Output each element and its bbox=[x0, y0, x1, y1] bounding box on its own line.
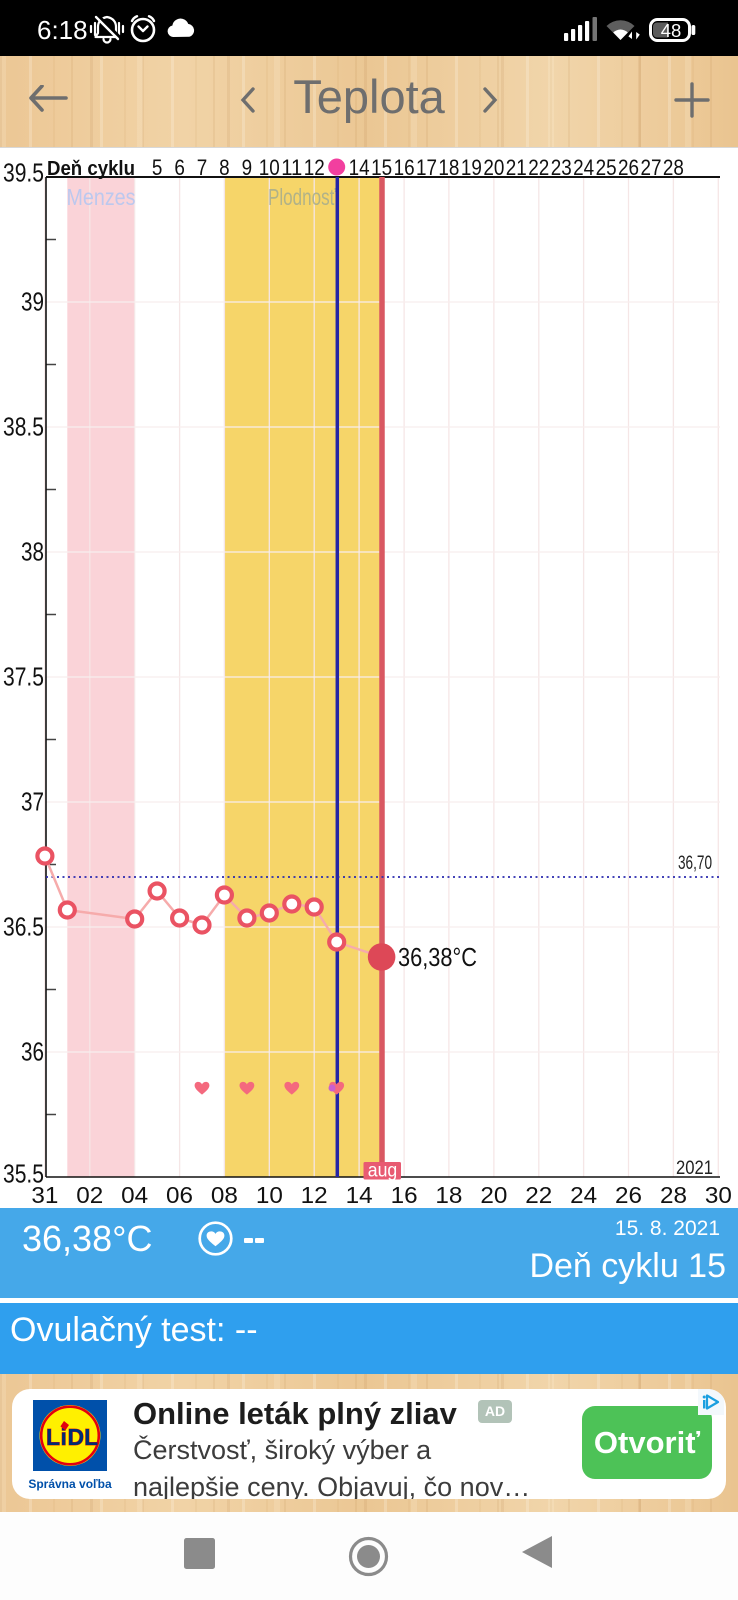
svg-text:23: 23 bbox=[551, 155, 572, 180]
svg-text:15: 15 bbox=[371, 155, 392, 180]
svg-text:20: 20 bbox=[483, 155, 504, 180]
svg-text:28: 28 bbox=[660, 1182, 687, 1208]
svg-text:7: 7 bbox=[197, 155, 208, 180]
svg-text:18: 18 bbox=[438, 155, 459, 180]
svg-text:28: 28 bbox=[663, 155, 684, 180]
svg-text:14: 14 bbox=[346, 1182, 373, 1208]
svg-text:20: 20 bbox=[480, 1182, 507, 1208]
svg-text:8: 8 bbox=[219, 155, 230, 180]
svg-text:30: 30 bbox=[705, 1182, 732, 1208]
svg-text:04: 04 bbox=[121, 1182, 148, 1208]
svg-text:35.5: 35.5 bbox=[3, 1159, 44, 1189]
svg-text:39: 39 bbox=[21, 287, 44, 317]
svg-text:31: 31 bbox=[31, 1182, 58, 1208]
svg-text:02: 02 bbox=[76, 1182, 103, 1208]
svg-text:2021: 2021 bbox=[676, 1157, 713, 1179]
svg-text:10: 10 bbox=[256, 1182, 283, 1208]
svg-text:06: 06 bbox=[166, 1182, 193, 1208]
svg-text:14: 14 bbox=[349, 155, 370, 180]
svg-text:48: 48 bbox=[661, 20, 682, 41]
svg-text:36.5: 36.5 bbox=[3, 912, 44, 942]
svg-text:11: 11 bbox=[281, 155, 302, 180]
svg-text:22: 22 bbox=[525, 1182, 552, 1208]
svg-text:25: 25 bbox=[596, 155, 617, 180]
svg-text:19: 19 bbox=[461, 155, 482, 180]
svg-text:17: 17 bbox=[416, 155, 437, 180]
svg-text:36: 36 bbox=[21, 1037, 44, 1067]
svg-text:Správna voľba: Správna voľba bbox=[28, 1477, 112, 1491]
svg-text:6: 6 bbox=[174, 155, 185, 180]
svg-text:38: 38 bbox=[21, 537, 44, 567]
svg-text:18: 18 bbox=[435, 1182, 462, 1208]
svg-text:12: 12 bbox=[301, 1182, 328, 1208]
svg-text:22: 22 bbox=[528, 155, 549, 180]
svg-text:Menzes: Menzes bbox=[67, 184, 136, 210]
svg-text:Plodnosť: Plodnosť bbox=[268, 184, 336, 210]
svg-text:i: i bbox=[61, 1424, 67, 1450]
svg-text:16: 16 bbox=[391, 1182, 418, 1208]
svg-text:16: 16 bbox=[394, 155, 415, 180]
svg-text:L: L bbox=[46, 1424, 60, 1450]
svg-text:36,38°C: 36,38°C bbox=[398, 942, 477, 972]
svg-text:Deň cyklu: Deň cyklu bbox=[47, 157, 135, 180]
svg-text:36,70: 36,70 bbox=[678, 853, 712, 874]
svg-text:9: 9 bbox=[242, 155, 253, 180]
svg-text:10: 10 bbox=[259, 155, 280, 180]
svg-text:24: 24 bbox=[573, 155, 594, 180]
svg-text:aug: aug bbox=[368, 1161, 398, 1182]
svg-text:38.5: 38.5 bbox=[3, 412, 44, 442]
svg-text:39.5: 39.5 bbox=[3, 158, 44, 188]
svg-text:27: 27 bbox=[641, 155, 662, 180]
svg-text:12: 12 bbox=[304, 155, 325, 180]
svg-text:26: 26 bbox=[615, 1182, 642, 1208]
svg-text:24: 24 bbox=[570, 1182, 597, 1208]
svg-text:08: 08 bbox=[211, 1182, 238, 1208]
svg-text:37.5: 37.5 bbox=[3, 662, 44, 692]
svg-text:5: 5 bbox=[152, 155, 163, 180]
svg-text:21: 21 bbox=[506, 155, 527, 180]
svg-text:26: 26 bbox=[618, 155, 639, 180]
svg-text:DL: DL bbox=[68, 1424, 99, 1450]
svg-text:37: 37 bbox=[21, 787, 44, 817]
